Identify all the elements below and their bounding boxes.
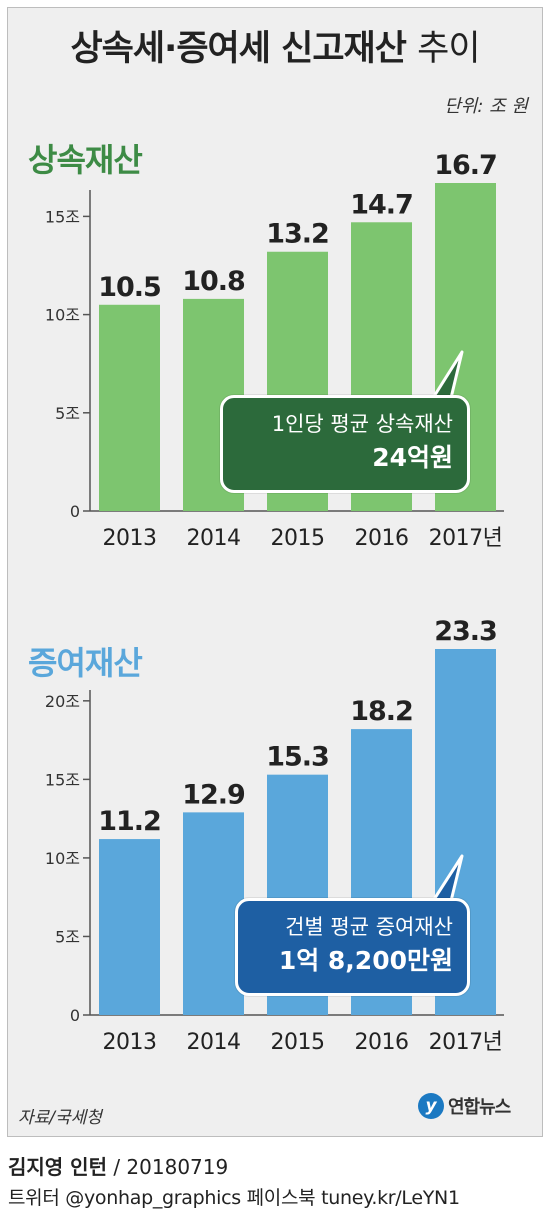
inheritance-category-label: 2015 bbox=[271, 526, 325, 551]
unit-label: 단위: 조 원 bbox=[444, 96, 528, 117]
credit-sep: / bbox=[106, 1155, 127, 1179]
gift-value-label: 11.2 bbox=[98, 806, 161, 837]
gift-bar bbox=[99, 839, 160, 1015]
inheritance-value-label: 10.8 bbox=[182, 266, 245, 297]
gift-section-title: 증여재산 bbox=[28, 644, 143, 682]
gift-value-label: 15.3 bbox=[266, 742, 329, 773]
gift-callout: 건별 평균 증여재산 1억 8,200만원 bbox=[235, 898, 470, 996]
inheritance-tick-label: 10조 bbox=[45, 306, 80, 325]
inheritance-category-label: 2016 bbox=[355, 526, 409, 551]
gift-category-label: 2015 bbox=[271, 1030, 325, 1055]
inheritance-tick-label: 15조 bbox=[45, 207, 80, 226]
inheritance-tick-label: 5조 bbox=[55, 404, 80, 423]
gift-bar bbox=[183, 812, 244, 1015]
inheritance-category-label: 2014 bbox=[187, 526, 241, 551]
credit-line: 김지영 인턴 / 20180719 bbox=[8, 1151, 228, 1180]
social-line: 트위터 @yonhap_graphics 페이스북 tuney.kr/LeYN1 bbox=[8, 1187, 460, 1209]
credit-author: 김지영 인턴 bbox=[8, 1155, 107, 1179]
inheritance-value-label: 16.7 bbox=[434, 150, 497, 181]
gift-value-label: 23.3 bbox=[434, 616, 497, 647]
gift-tick-label: 20조 bbox=[45, 692, 80, 711]
gift-callout-line1: 건별 평균 증여재산 bbox=[285, 915, 453, 939]
inheritance-category-label: 2013 bbox=[103, 526, 157, 551]
inheritance-tick-label: 0 bbox=[70, 502, 80, 521]
page-title: 상속세·증여세 신고재산 추이 bbox=[0, 20, 550, 71]
gift-category-label: 2013 bbox=[103, 1030, 157, 1055]
inheritance-value-label: 14.7 bbox=[350, 189, 413, 220]
title-main: 상속세·증여세 신고재산 bbox=[70, 29, 406, 69]
gift-callout-line2: 1억 8,200만원 bbox=[278, 946, 453, 975]
yonhap-logo-icon: y bbox=[418, 1093, 444, 1119]
yonhap-logo: y 연합뉴스 bbox=[418, 1093, 511, 1119]
inheritance-section-title: 상속재산 bbox=[28, 141, 143, 179]
credit-date: 20180719 bbox=[126, 1155, 229, 1179]
inheritance-value-label: 13.2 bbox=[266, 219, 329, 250]
gift-tick-label: 5조 bbox=[55, 927, 80, 946]
gift-value-label: 18.2 bbox=[350, 696, 413, 727]
inheritance-callout: 1인당 평균 상속재산 24억원 bbox=[220, 395, 470, 493]
inheritance-callout-line2: 24억원 bbox=[372, 443, 453, 472]
gift-tick-label: 0 bbox=[70, 1006, 80, 1025]
gift-tick-label: 15조 bbox=[45, 770, 80, 789]
inheritance-bar bbox=[99, 304, 160, 511]
yonhap-logo-text: 연합뉴스 bbox=[448, 1097, 511, 1118]
gift-value-label: 12.9 bbox=[182, 779, 245, 810]
gift-category-label: 2017년 bbox=[429, 1030, 503, 1055]
gift-category-label: 2014 bbox=[187, 1030, 241, 1055]
source-label: 자료/국세청 bbox=[18, 1108, 102, 1128]
inheritance-callout-line1: 1인당 평균 상속재산 bbox=[271, 412, 453, 436]
inheritance-value-label: 10.5 bbox=[98, 272, 161, 303]
gift-category-label: 2016 bbox=[355, 1030, 409, 1055]
inheritance-category-label: 2017년 bbox=[429, 526, 503, 551]
title-suffix: 추이 bbox=[417, 29, 480, 69]
gift-tick-label: 10조 bbox=[45, 849, 80, 868]
